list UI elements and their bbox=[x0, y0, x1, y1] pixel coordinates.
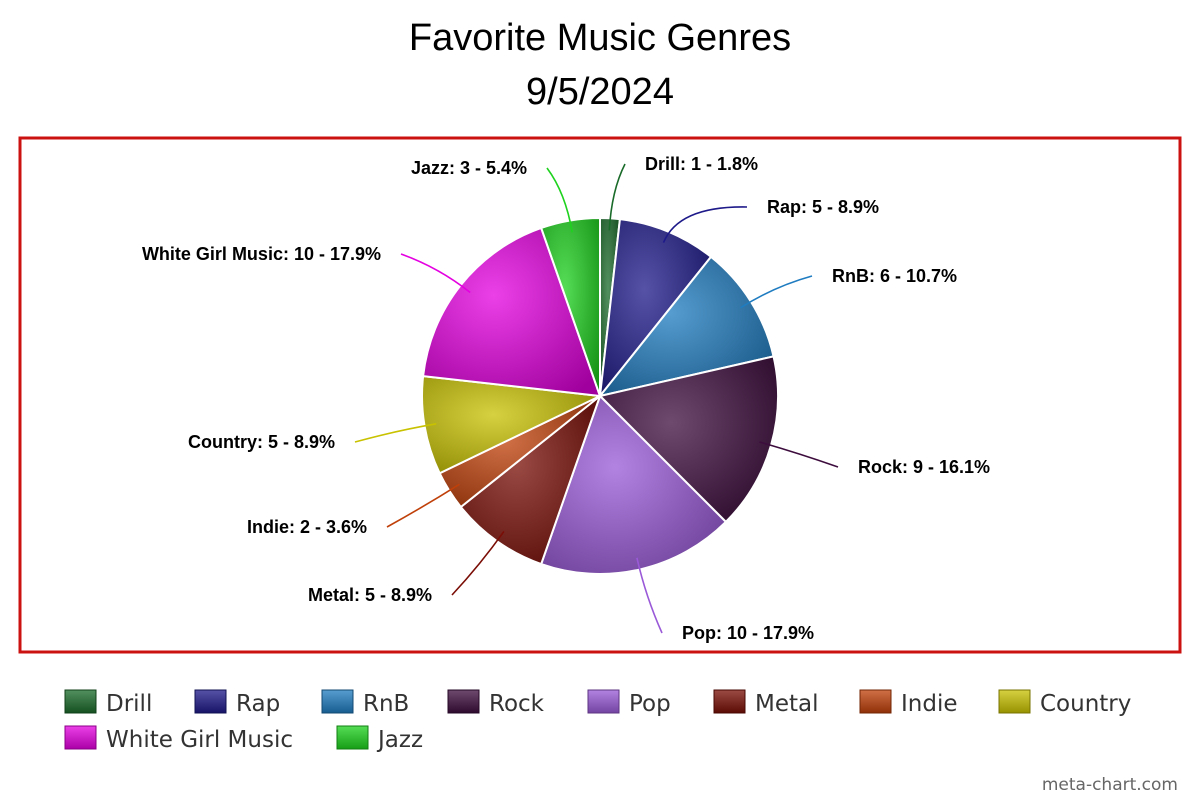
legend: Drill Rap RnB Rock Pop Metal Indie Country White… bbox=[64, 689, 1131, 753]
slice-label-country: Country: 5 - 8.9% bbox=[188, 432, 335, 452]
slice-labels: Drill: 1 - 1.8% Rap: 5 - 8.9% RnB: 6 - 10.… bbox=[142, 154, 990, 643]
leader-line-jazz bbox=[546, 167, 573, 233]
leader-line-drill bbox=[608, 163, 626, 231]
legend-label-rnb: RnB bbox=[363, 691, 409, 717]
leader-line-country bbox=[354, 423, 437, 443]
pie-slices bbox=[421, 216, 779, 575]
legend-label-indie: Indie bbox=[901, 691, 958, 717]
legend-swatch-metal bbox=[713, 689, 746, 714]
legend-label-rock: Rock bbox=[489, 691, 545, 717]
legend-label-pop: Pop bbox=[629, 691, 671, 717]
leader-line-white-girl-music bbox=[400, 253, 471, 294]
legend-label-drill: Drill bbox=[106, 691, 152, 717]
slice-label-metal: Metal: 5 - 8.9% bbox=[308, 585, 432, 605]
legend-swatch-pop bbox=[587, 689, 620, 714]
plot-frame bbox=[18, 136, 1182, 654]
slice-rap bbox=[598, 218, 713, 400]
leader-line-metal bbox=[451, 530, 505, 596]
slice-label-indie: Indie: 2 - 3.6% bbox=[247, 517, 367, 537]
chart-subtitle: 9/5/2024 bbox=[526, 71, 674, 113]
leader-line-rock bbox=[759, 441, 839, 468]
credit-text: meta-chart.com bbox=[1042, 775, 1178, 795]
slice-label-rap: Rap: 5 - 8.9% bbox=[767, 197, 879, 217]
chart-title: Favorite Music Genres bbox=[409, 17, 791, 59]
slice-label-jazz: Jazz: 3 - 5.4% bbox=[411, 158, 527, 178]
legend-swatch-rap bbox=[194, 689, 227, 714]
legend-label-metal: Metal bbox=[755, 691, 819, 717]
legend-swatch-country bbox=[998, 689, 1031, 714]
leader-line-indie bbox=[386, 483, 460, 528]
slice-label-pop: Pop: 10 - 17.9% bbox=[682, 623, 814, 643]
legend-label-rap: Rap bbox=[236, 691, 280, 717]
slice-label-rnb: RnB: 6 - 10.7% bbox=[832, 266, 957, 286]
legend-label-country: Country bbox=[1040, 691, 1131, 717]
legend-swatch-white-girl-music bbox=[64, 725, 97, 750]
leader-lines bbox=[354, 163, 839, 634]
slice-label-drill: Drill: 1 - 1.8% bbox=[645, 154, 758, 174]
slice-label-white-girl-music: White Girl Music: 10 - 17.9% bbox=[142, 244, 381, 264]
legend-label-jazz: Jazz bbox=[376, 727, 423, 753]
legend-swatch-drill bbox=[64, 689, 97, 714]
legend-label-white-girl-music: White Girl Music bbox=[106, 727, 293, 753]
slice-label-rock: Rock: 9 - 16.1% bbox=[858, 457, 990, 477]
leader-line-rap bbox=[662, 206, 748, 243]
legend-swatch-indie bbox=[859, 689, 892, 714]
legend-swatch-jazz bbox=[336, 725, 369, 750]
legend-swatch-rock bbox=[447, 689, 480, 714]
legend-swatch-rnb bbox=[321, 689, 354, 714]
leader-line-rnb bbox=[740, 275, 813, 309]
leader-line-pop bbox=[636, 557, 663, 634]
